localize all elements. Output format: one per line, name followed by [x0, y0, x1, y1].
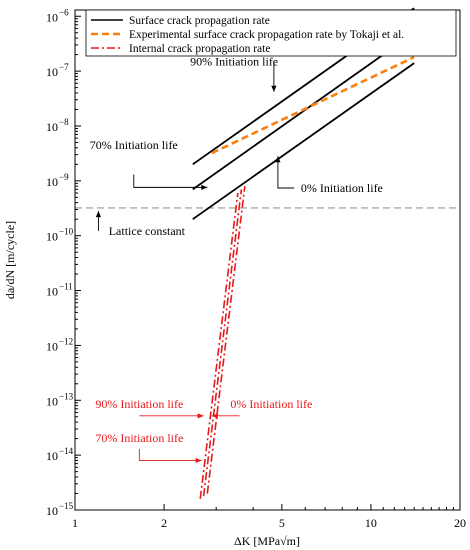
annotation-leader-line — [277, 156, 295, 189]
annotation-label: 90% Initiation life — [95, 397, 183, 411]
y-axis-label: da/dN [m/cycle] — [3, 221, 17, 299]
x-tick-label: 10 — [365, 516, 377, 530]
y-tick-exponent: −8 — [59, 117, 69, 127]
y-tick-base: 10 — [46, 230, 58, 244]
x-tick-label: 2 — [161, 516, 167, 530]
annotation-leader-line — [138, 448, 202, 461]
y-tick-label: 10 — [46, 10, 58, 24]
y-tick-label: 10 — [46, 394, 58, 408]
annotation-arrowhead — [271, 85, 277, 92]
x-tick-label: 1 — [72, 516, 78, 530]
legend-label: Experimental surface crack propagation r… — [129, 29, 404, 41]
experimental-series-line — [211, 55, 415, 155]
surface-series-line — [192, 62, 415, 220]
annotation-arrowhead — [95, 211, 102, 218]
annotation-arrowhead — [197, 413, 204, 419]
y-tick-exponent: −12 — [59, 336, 73, 346]
x-tick-label: 20 — [454, 516, 466, 530]
annotation-label: Lattice constant — [109, 224, 186, 238]
y-tick-label: 10 — [46, 504, 58, 518]
y-tick-label: 10 — [46, 449, 58, 463]
annotation-arrowhead — [195, 457, 202, 464]
y-tick-base: 10 — [46, 10, 58, 24]
y-tick-exponent: −6 — [59, 7, 69, 17]
legend-label: Internal crack propagation rate — [129, 43, 270, 55]
internal-series-line — [206, 186, 246, 494]
y-tick-base: 10 — [46, 449, 58, 463]
y-tick-base: 10 — [46, 120, 58, 134]
legend: Surface crack propagation rate Experiment… — [85, 9, 457, 57]
y-tick-exponent: −14 — [59, 446, 74, 456]
y-tick-label: 10 — [46, 65, 58, 79]
y-tick-exponent: −11 — [59, 282, 73, 292]
y-tick-base: 10 — [46, 339, 58, 353]
y-tick-base: 10 — [46, 504, 58, 518]
x-tick-label: 5 — [279, 516, 285, 530]
y-tick-base: 10 — [46, 285, 58, 299]
annotation-arrowhead — [201, 184, 208, 190]
y-tick-exponent: −13 — [59, 391, 74, 401]
y-tick-exponent: −9 — [59, 172, 69, 182]
y-tick-exponent: −10 — [59, 227, 74, 237]
annotation-label: 0% Initiation life — [230, 397, 312, 411]
annotation-arrowhead — [275, 156, 281, 163]
y-tick-label: 10 — [46, 285, 58, 299]
annotation-arrowhead — [211, 413, 218, 419]
annotation-label: 70% Initiation life — [95, 431, 183, 445]
annotation-label: 70% Initiation life — [90, 138, 178, 152]
y-tick-base: 10 — [46, 65, 58, 79]
y-tick-exponent: −15 — [59, 501, 74, 511]
x-axis-label: ΔK [MPa√m] — [234, 534, 300, 548]
y-tick-label: 10 — [46, 339, 58, 353]
legend-box — [85, 9, 457, 57]
internal-series-line — [199, 192, 239, 499]
y-tick-label: 10 — [46, 230, 58, 244]
y-tick-exponent: −7 — [59, 62, 69, 72]
internal-series-line — [202, 189, 243, 497]
series-lines — [192, 7, 415, 499]
y-tick-label: 10 — [46, 175, 58, 189]
annotation-leader-line — [133, 174, 208, 188]
annotations: 90% Initiation life 70% Initiation life 0%… — [90, 54, 383, 464]
legend-label: Surface crack propagation rate — [129, 15, 270, 27]
y-tick-label: 10 — [46, 120, 58, 134]
annotation-label: 90% Initiation life — [190, 54, 278, 68]
annotation-label: 0% Initiation life — [301, 181, 383, 195]
y-tick-base: 10 — [46, 175, 58, 189]
y-tick-base: 10 — [46, 394, 58, 408]
